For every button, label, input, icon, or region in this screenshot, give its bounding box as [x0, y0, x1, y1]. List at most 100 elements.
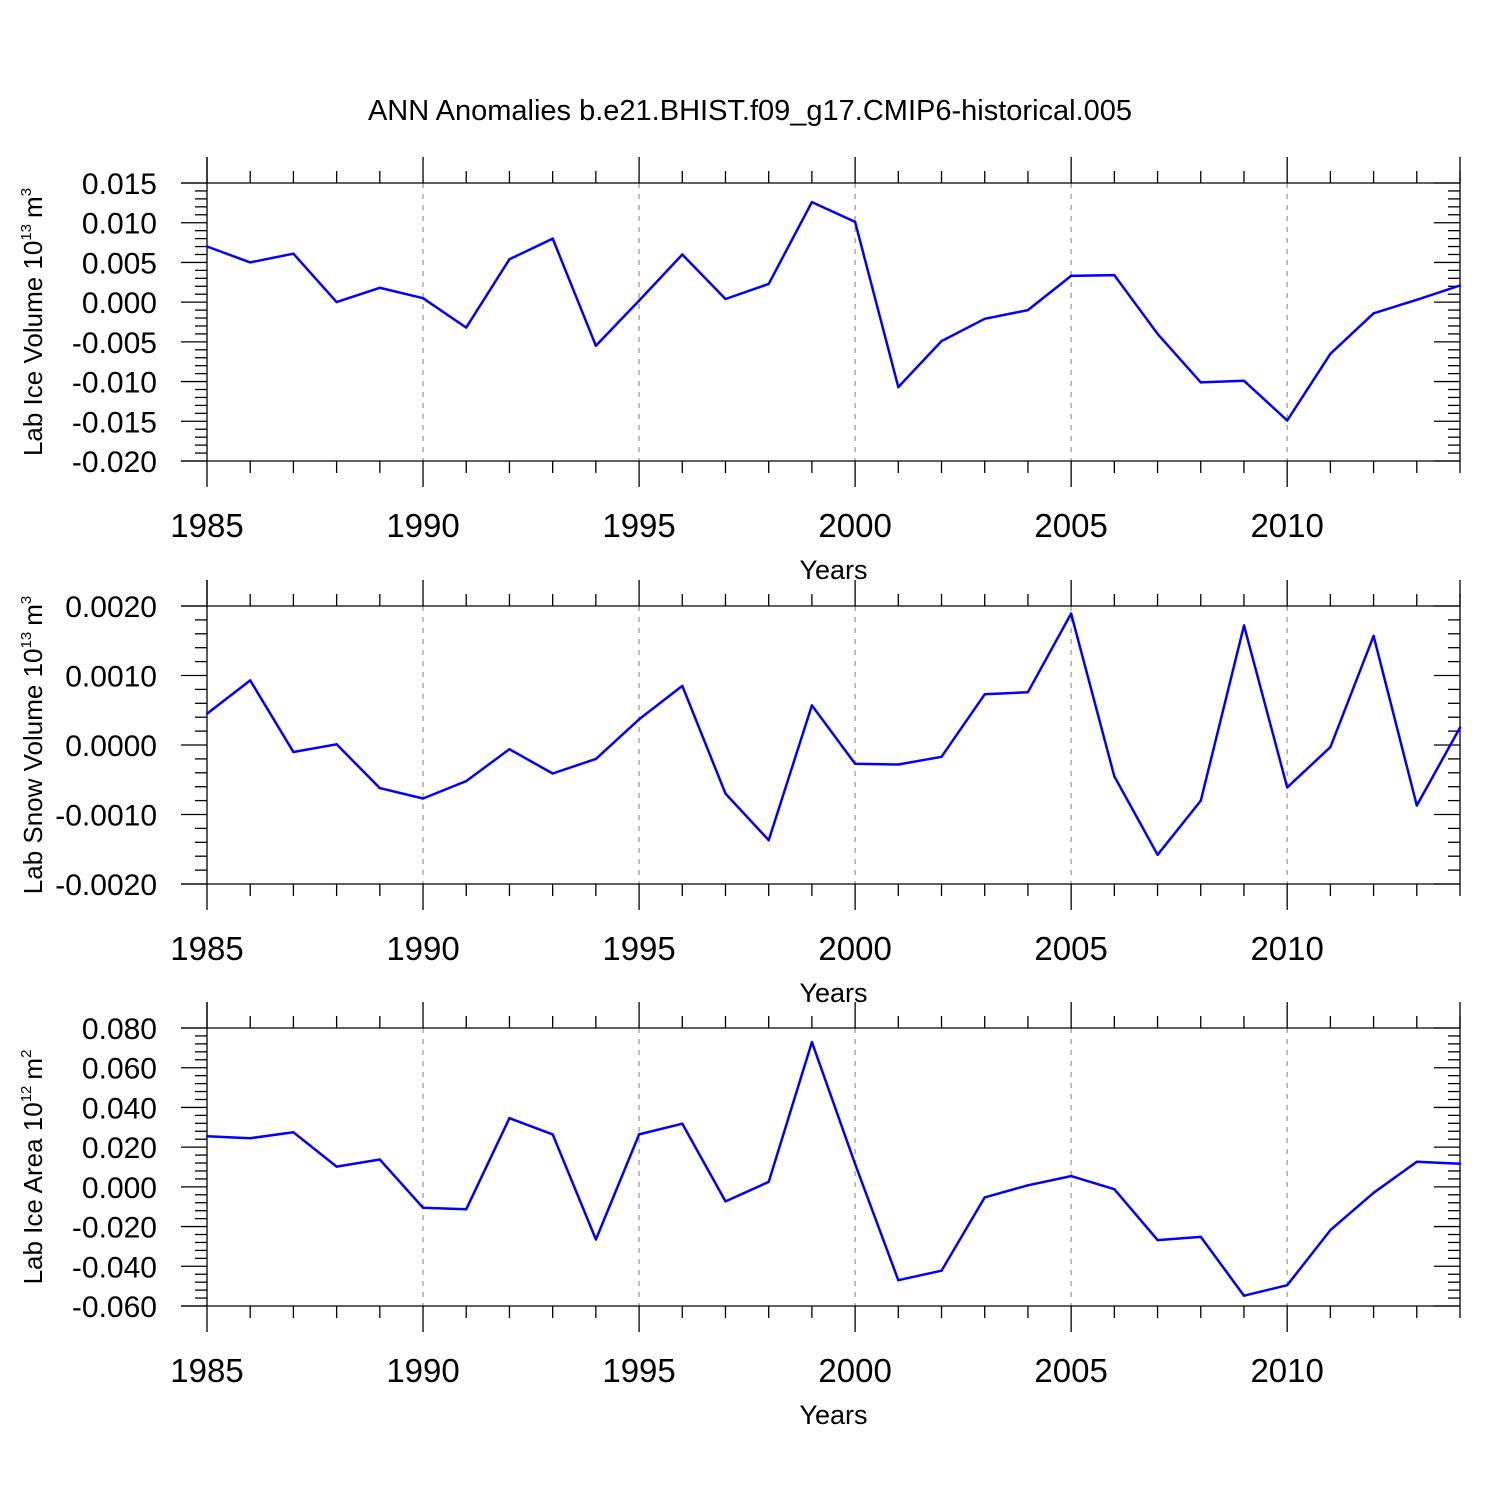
- data-point: [983, 1196, 986, 1199]
- y-tick-label: 0.060: [82, 1053, 157, 1086]
- data-point: [897, 763, 900, 766]
- data-point: [292, 252, 295, 255]
- x-tick-label: 2010: [1250, 507, 1323, 544]
- data-point: [1329, 1228, 1332, 1232]
- data-point: [1286, 1284, 1289, 1287]
- data-point: [983, 317, 986, 320]
- data-point: [897, 385, 900, 389]
- data-point: [594, 757, 598, 761]
- data-point: [1415, 298, 1419, 301]
- data-point: [1372, 312, 1375, 315]
- data-point: [1372, 1191, 1375, 1195]
- data-point: [681, 684, 684, 688]
- x-tick-label: 1990: [386, 930, 459, 967]
- series-line: [206, 200, 1461, 422]
- data-point: [205, 245, 209, 248]
- panel-2: 1985 1990 1995 2000 2005 2010 0.0020 0.0010 0.00…: [18, 580, 1462, 1008]
- data-point: [1286, 419, 1289, 422]
- y-tick-label: 0.0010: [65, 661, 157, 694]
- data-point: [637, 718, 641, 721]
- data-point: [421, 297, 425, 300]
- data-point: [1329, 745, 1332, 749]
- data-point: [940, 1269, 943, 1272]
- x-axis-label: Years: [799, 1400, 867, 1430]
- data-point: [1069, 274, 1073, 278]
- data-point: [1458, 284, 1462, 287]
- data-point: [292, 1131, 295, 1134]
- data-point: [594, 1238, 598, 1241]
- series-line: [206, 612, 1462, 857]
- data-point: [853, 1162, 857, 1166]
- data-point: [1199, 799, 1203, 802]
- data-point: [940, 755, 943, 758]
- y-axis-label-exponent: 12: [18, 1086, 35, 1103]
- data-point: [637, 1133, 641, 1136]
- data-point: [1156, 853, 1159, 856]
- data-point: [681, 1122, 684, 1125]
- y-tick-label: 0.015: [82, 168, 157, 201]
- data-point: [508, 748, 511, 751]
- data-point: [1026, 308, 1030, 312]
- data-point: [421, 1206, 425, 1209]
- y-tick-label: 0.000: [82, 287, 157, 320]
- x-tick-label: 2010: [1250, 1352, 1323, 1389]
- data-point: [292, 750, 295, 754]
- y-tick-label: -0.040: [72, 1251, 157, 1284]
- data-point: [810, 704, 814, 707]
- y-axis-label-unit: m: [18, 604, 48, 626]
- data-point: [1026, 1184, 1030, 1187]
- series-line: [206, 1040, 1461, 1297]
- y-tick-label: -0.060: [72, 1291, 157, 1324]
- x-tick-label: 2005: [1034, 507, 1107, 544]
- data-point: [205, 712, 209, 715]
- data-point: [724, 1200, 727, 1203]
- data-point: [1113, 775, 1116, 778]
- y-axis-label-text: Lab Snow Volume 10: [18, 648, 48, 894]
- x-tick-label: 1995: [602, 507, 675, 544]
- data-point: [1458, 1162, 1462, 1166]
- y-axis-label-text: Lab Ice Area 10: [18, 1102, 48, 1284]
- data-point: [508, 1117, 511, 1120]
- y-tick-label: -0.020: [72, 1212, 157, 1245]
- data-point: [1415, 1160, 1419, 1164]
- x-tick-label: 2000: [818, 930, 891, 967]
- x-axis-label: Years: [799, 978, 867, 1008]
- x-tick-label: 1995: [602, 1352, 675, 1389]
- x-tick-label: 1995: [602, 930, 675, 967]
- data-point: [378, 1158, 381, 1161]
- data-point: [205, 1135, 209, 1138]
- y-axis-label-unit-exponent: 3: [18, 596, 35, 604]
- data-point: [378, 786, 381, 790]
- data-point: [1372, 634, 1375, 638]
- x-tick-label: 1985: [170, 507, 243, 544]
- data-point: [810, 1040, 814, 1044]
- data-point: [1156, 1238, 1159, 1242]
- data-point: [767, 282, 770, 286]
- y-axis-label-exponent: 13: [18, 224, 35, 241]
- data-point: [249, 1137, 252, 1140]
- data-point: [767, 839, 770, 842]
- y-tick-label: -0.0010: [55, 800, 157, 833]
- data-point: [335, 743, 338, 746]
- data-point: [1242, 1294, 1246, 1297]
- data-point: [1242, 624, 1246, 627]
- data-point: [1113, 273, 1116, 277]
- data-point: [1458, 726, 1462, 729]
- y-axis-label: Lab Ice Area 1012 m2: [18, 1050, 48, 1285]
- y-axis-label-unit: m: [18, 1058, 48, 1080]
- y-axis-label-unit: m: [18, 196, 48, 218]
- figure-title: ANN Anomalies b.e21.BHIST.f09_g17.CMIP6-…: [368, 95, 1132, 127]
- y-axis-label-unit-exponent: 2: [18, 1050, 35, 1058]
- y-tick-label: 0.040: [82, 1092, 157, 1125]
- x-tick-label: 1985: [170, 930, 243, 967]
- data-point: [810, 200, 814, 204]
- data-point: [378, 286, 381, 289]
- y-tick-label: -0.0020: [55, 869, 157, 902]
- data-point: [421, 797, 425, 800]
- data-point: [724, 792, 727, 795]
- y-tick-label: -0.010: [72, 367, 157, 400]
- data-point: [335, 1165, 338, 1168]
- data-point: [249, 679, 252, 682]
- data-point: [465, 1208, 468, 1211]
- y-axis-label-exponent: 13: [18, 632, 35, 649]
